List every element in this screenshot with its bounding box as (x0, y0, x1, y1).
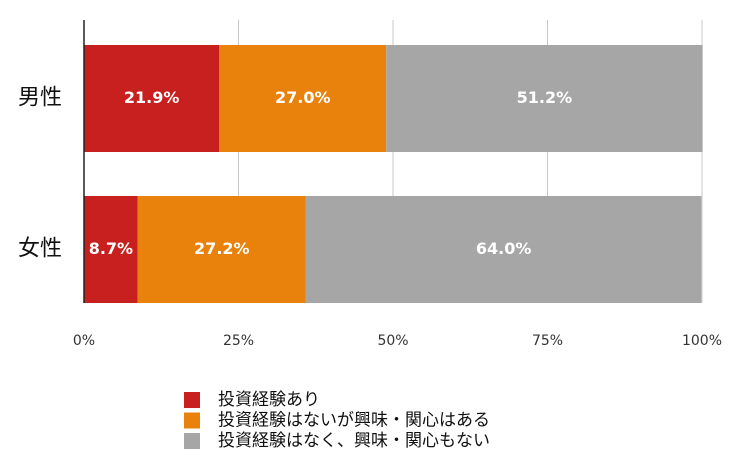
bar-segment (84, 45, 220, 152)
x-tick-label: 25% (223, 333, 254, 349)
bar-segment (137, 196, 306, 303)
value-label: 27.2% (194, 239, 250, 258)
legend-label: 投資経験あり (218, 390, 320, 410)
legend-label: 投資経験はなく、興味・関心もない (218, 431, 490, 451)
x-tick-label: 100% (682, 333, 722, 349)
value-label: 21.9% (124, 88, 180, 107)
value-label: 51.2% (517, 88, 573, 107)
legend-label: 投資経験はないが興味・関心はある (218, 411, 490, 431)
legend-swatch (184, 412, 200, 429)
value-label: 64.0% (476, 239, 532, 258)
bar-segment (386, 45, 703, 152)
y-tick-label: 男性 (18, 86, 62, 111)
bar-segment (84, 196, 138, 303)
value-label: 8.7% (89, 239, 133, 258)
value-label: 27.0% (275, 88, 331, 107)
x-tick-label: 75% (532, 333, 563, 349)
bar-segment (305, 196, 702, 303)
legend-swatch (184, 392, 200, 408)
bar-segment (219, 45, 387, 152)
y-tick-label: 女性 (18, 237, 62, 262)
legend-swatch (184, 433, 200, 449)
x-tick-label: 0% (73, 333, 95, 349)
x-tick-label: 50% (377, 333, 408, 349)
